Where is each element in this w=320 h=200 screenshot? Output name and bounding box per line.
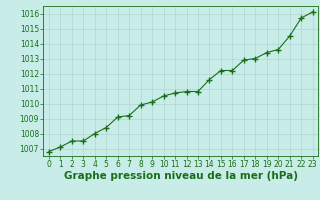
X-axis label: Graphe pression niveau de la mer (hPa): Graphe pression niveau de la mer (hPa) bbox=[64, 171, 298, 181]
